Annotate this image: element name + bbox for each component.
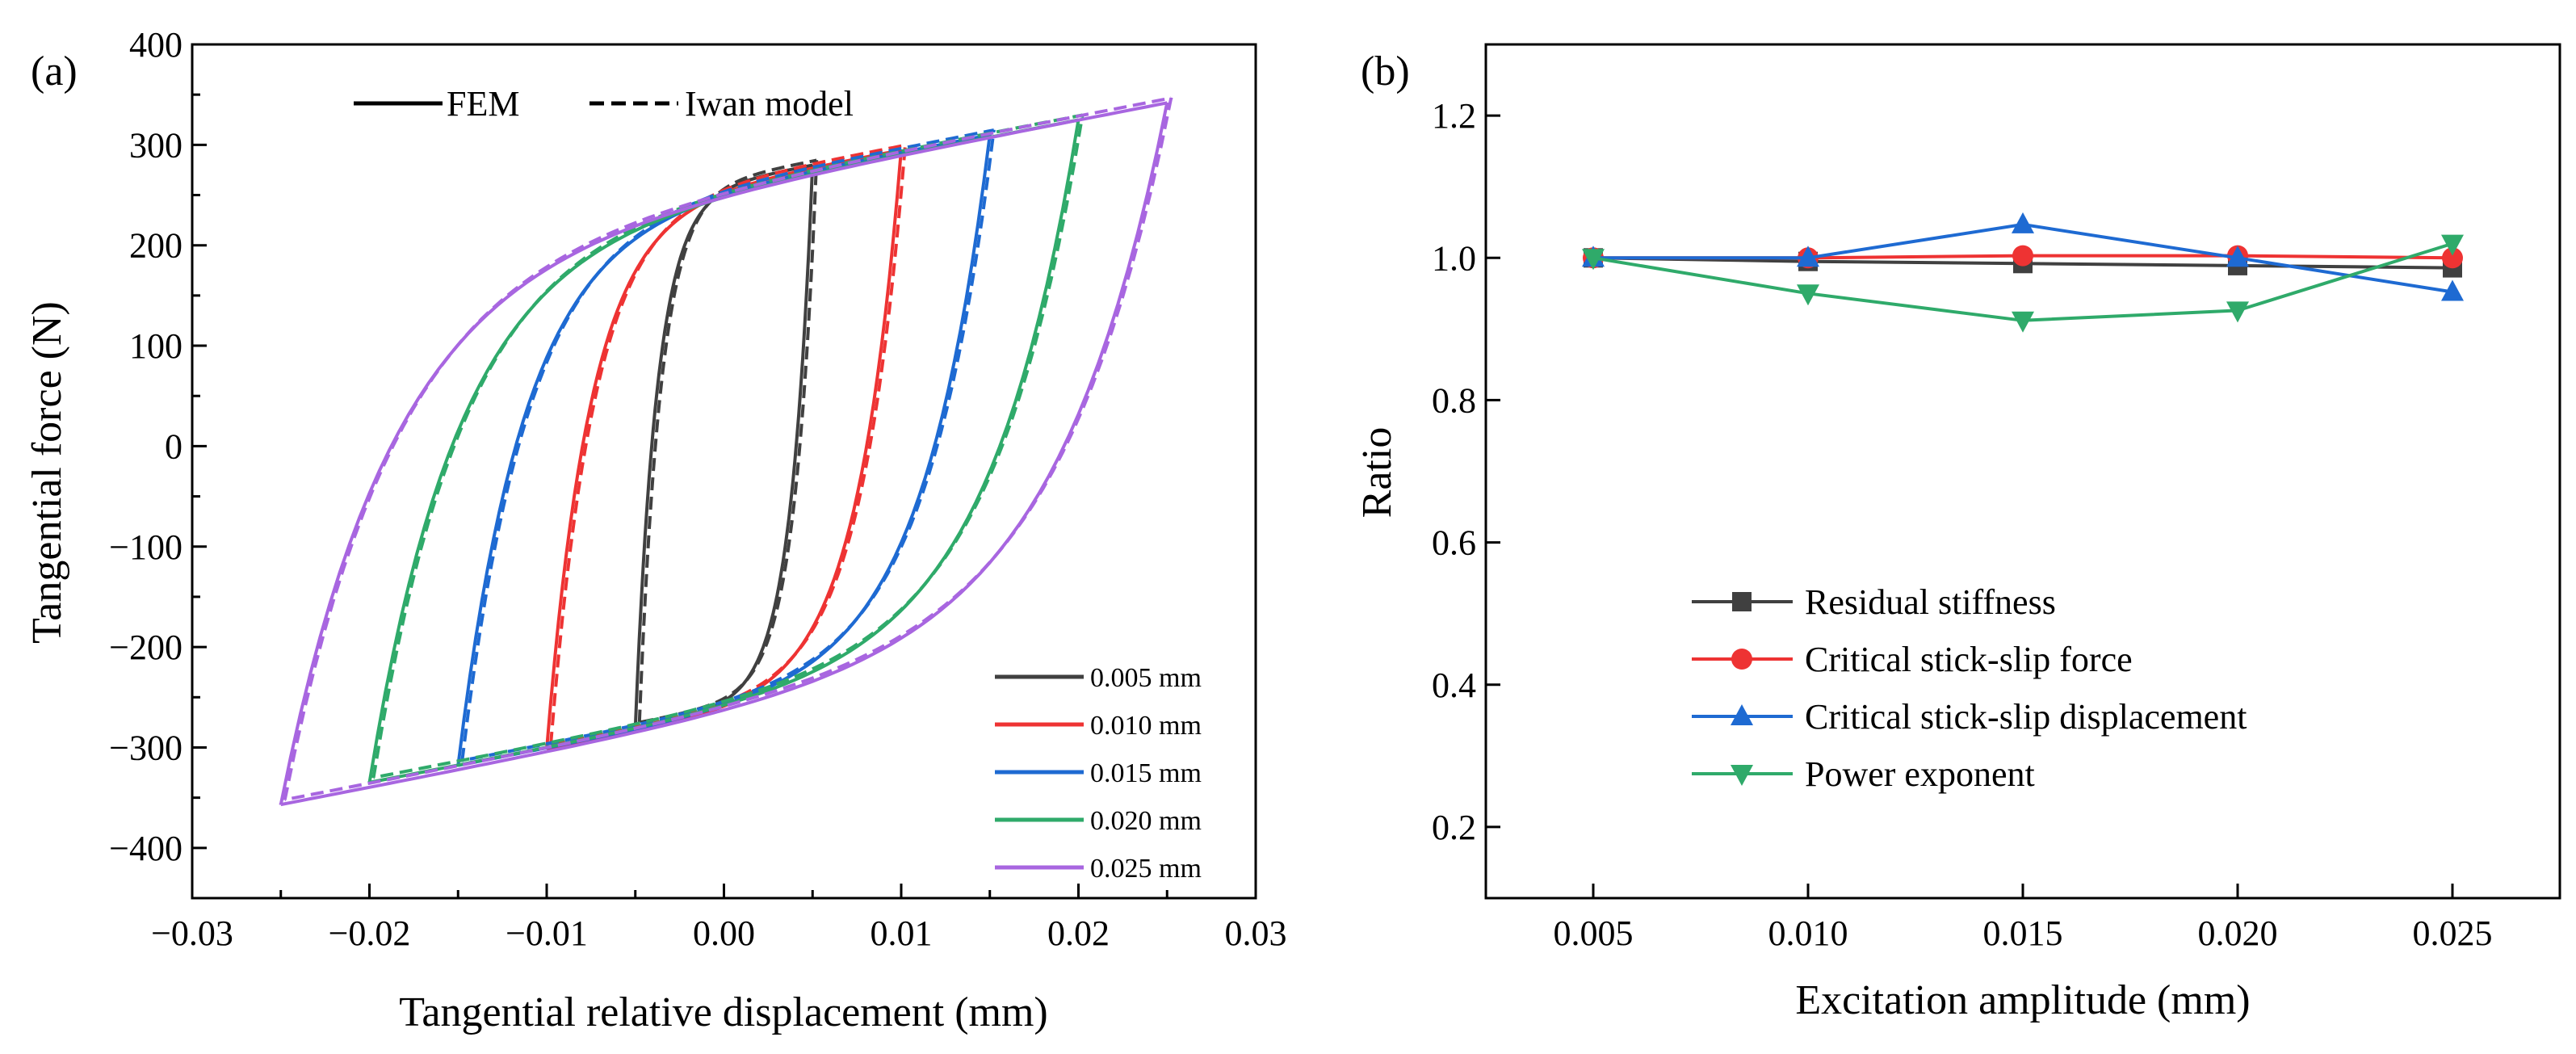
point-b-3-2-shape [2012,311,2034,333]
fem-loop-4 [279,101,1169,807]
panel-a-y-axis-title: Tangential force (N) [24,301,70,644]
iwan-loop-2 [460,128,996,762]
x-tick-label-a-0: −0.03 [151,913,233,953]
point-b-2-2-shape [2012,212,2034,233]
panel-b-lines [1582,212,2464,333]
panel-b-y-ticks: 0.2 0.4 0.6 0.8 1.0 1.2 [1432,96,1500,847]
legend-label-2: 0.015 mm [1090,758,1202,788]
point-b-1-2 [2012,245,2033,267]
point-b-1-4 [2442,247,2463,269]
y-tick-label-a-5: 100 [129,326,183,366]
panel-a: (a) −0.03 −0.02 −0.01 0.00 0.01 0.02 0.03 −400… [24,25,1287,1035]
point-b-2-3 [2226,246,2249,267]
panel-a-x-ticks: −0.03 −0.02 −0.01 0.00 0.01 0.02 0.03 [151,884,1287,953]
legend-b-label-1: Critical stick-slip force [1805,640,2133,679]
point-b-3-1 [1797,284,1819,306]
x-tick-label-b-3: 0.020 [2198,913,2278,953]
legend-label-4: 0.025 mm [1090,854,1202,884]
iwan-loop-0 [637,158,819,724]
fem-loop-3 [367,118,1080,784]
y-tick-label-b-3: 0.8 [1432,380,1476,420]
point-b-3-1-shape [1797,284,1819,306]
legend-b-marker-shape-1 [1731,649,1752,670]
point-b-1-4-shape [2442,247,2463,269]
panel-b-label: (b) [1361,48,1410,94]
legend-b-label-0: Residual stiffness [1805,582,2056,622]
point-b-2-1 [1797,246,1819,267]
fem-loop-0 [633,163,815,729]
y-tick-label-b-1: 0.4 [1432,666,1476,705]
panel-b-legend: Residual stiffness Critical stick-slip f… [1692,582,2247,794]
x-tick-label-b-2: 0.015 [1983,913,2063,953]
point-b-1-2-shape [2012,245,2033,267]
panel-a-amplitude-legend: 0.005 mm 0.010 mm 0.015 mm 0.020 mm 0.02… [995,663,1202,884]
point-b-3-0-shape [1582,249,1605,271]
x-tick-label-b-1: 0.010 [1768,913,1848,953]
fem-loop-2 [456,133,992,767]
x-tick-label-a-6: 0.03 [1225,913,1287,953]
legend-b-label-3: Power exponent [1805,754,2035,794]
y-tick-label-a-6: 200 [129,226,183,266]
x-tick-label-a-2: −0.01 [506,913,588,953]
panel-a-y-ticks: −400 −300 −200 −100 0 100 200 300 400 [109,25,207,900]
legend-b-marker-1 [1731,649,1752,670]
panel-a-curves [279,96,1173,807]
x-tick-label-a-3: 0.00 [693,913,755,953]
point-b-2-4-shape [2441,279,2464,301]
point-b-2-1-shape [1797,246,1819,267]
panel-a-label: (a) [31,48,78,94]
point-b-3-3-shape [2226,301,2249,323]
x-tick-label-b-0: 0.005 [1554,913,1634,953]
point-b-3-4-shape [2441,234,2464,256]
legend-label-3: 0.020 mm [1090,806,1202,836]
y-tick-label-b-5: 1.2 [1432,96,1476,136]
legend-b-marker-2 [1731,704,1753,725]
y-tick-label-a-7: 300 [129,125,183,165]
iwan-loop-4 [283,96,1173,802]
panel-b-y-axis-title: Ratio [1354,427,1400,519]
legend-b-label-2: Critical stick-slip displacement [1805,697,2247,737]
y-tick-label-a-3: −100 [109,527,183,567]
x-tick-label-b-4: 0.025 [2413,913,2493,953]
point-b-2-3-shape [2226,246,2249,267]
legend-b-marker-3 [1731,765,1753,786]
point-b-3-2 [2012,311,2034,333]
point-b-3-3 [2226,301,2249,323]
x-tick-label-a-1: −0.02 [329,913,411,953]
legend-label-1: 0.010 mm [1090,711,1202,741]
y-tick-label-a-4: 0 [165,426,183,466]
panel-b-x-ticks: 0.005 0.010 0.015 0.020 0.025 [1554,884,2493,953]
y-tick-label-a-0: −400 [109,829,183,868]
panel-a-style-legend: FEM Iwan model [354,84,854,124]
panel-b: (b) 0.005 0.010 0.015 0.020 0.025 0.20.40.60… [1354,43,2561,1023]
legend-b-marker-shape-3 [1731,765,1753,786]
y-tick-label-a-8: 400 [129,25,183,65]
y-tick-label-a-1: −300 [109,728,183,767]
x-tick-label-a-5: 0.02 [1047,913,1110,953]
legend-b-marker-shape-2 [1731,704,1753,725]
point-b-3-0 [1582,249,1605,271]
point-b-3-4 [2441,234,2464,256]
y-tick-label-b-0: 0.2 [1432,808,1476,847]
legend-b-marker-0 [1732,592,1752,611]
iwan-loop-1 [549,143,907,746]
y-tick-label-b-4: 1.0 [1432,238,1476,278]
y-tick-label-b-2: 0.6 [1432,523,1476,563]
panel-b-x-axis-title: Excitation amplitude (mm) [1795,977,2250,1023]
x-tick-label-a-4: 0.01 [871,913,933,953]
legend-label-0: 0.005 mm [1090,663,1202,693]
panel-a-x-axis-title: Tangential relative displacement (mm) [399,989,1048,1035]
point-b-2-2 [2012,212,2034,233]
y-tick-label-a-2: −200 [109,628,183,667]
legend-iwan-label: Iwan model [685,84,854,124]
legend-b-marker-shape-0 [1732,592,1752,611]
legend-fem-label: FEM [447,84,519,124]
iwan-loop-3 [371,113,1085,779]
point-b-2-4 [2441,279,2464,301]
